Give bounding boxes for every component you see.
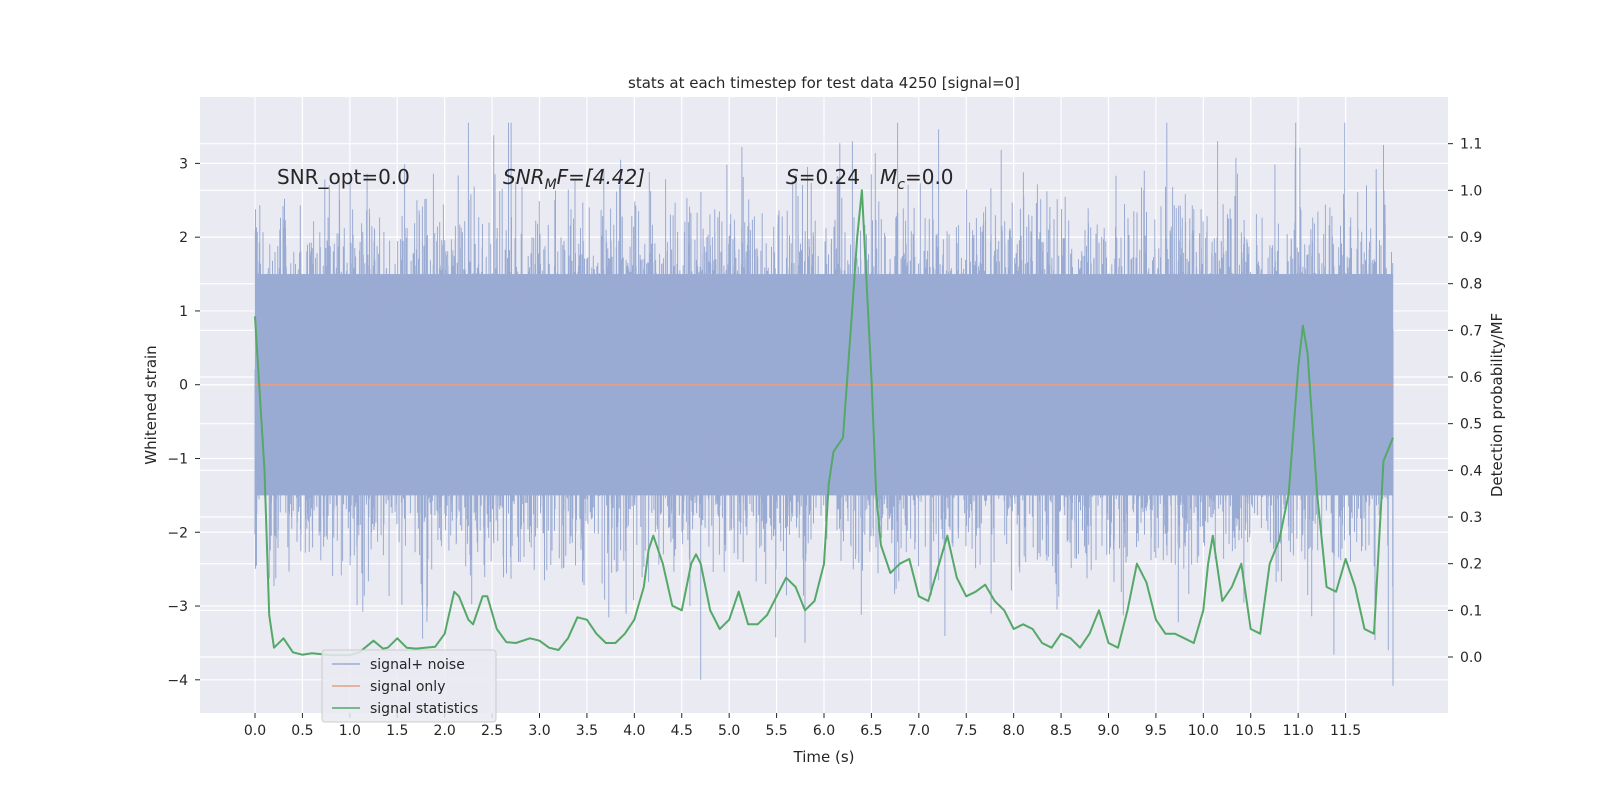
y-axis-label: Whitened strain bbox=[142, 345, 160, 464]
signal-statistics-line bbox=[254, 189, 1394, 657]
legend-label-signal-noise: signal+ noise bbox=[370, 657, 465, 673]
x-tick-label-15: 7.5 bbox=[955, 723, 977, 739]
x-tick-label-4: 2.0 bbox=[434, 723, 456, 739]
x-tick-label-2: 1.0 bbox=[339, 723, 361, 739]
x-tick-label-22: 11.0 bbox=[1283, 723, 1314, 739]
x-tick-label-8: 4.0 bbox=[623, 723, 645, 739]
y2-tick-label-10: 1.0 bbox=[1460, 183, 1482, 199]
legend-box bbox=[321, 649, 497, 723]
x-tick-label-0: 0.0 bbox=[244, 723, 266, 739]
annotation-s-stat: S=0.24 bbox=[786, 165, 860, 189]
x-tick-label-1: 0.5 bbox=[291, 723, 313, 739]
y2-tick-label-2: 0.2 bbox=[1460, 557, 1482, 573]
y-tick-label-3: −1 bbox=[167, 451, 188, 467]
y2-tick-label-1: 0.1 bbox=[1460, 603, 1482, 619]
x-tick-label-10: 5.0 bbox=[718, 723, 740, 739]
y2-tick-label-7: 0.7 bbox=[1460, 323, 1482, 339]
x-tick-label-21: 10.5 bbox=[1235, 723, 1266, 739]
legend-label-signal-statistics: signal statistics bbox=[370, 701, 478, 717]
y2-tick-label-4: 0.4 bbox=[1460, 463, 1482, 479]
y2-tick-label-5: 0.5 bbox=[1460, 417, 1482, 433]
y-tick-label-6: 2 bbox=[179, 230, 188, 246]
y2-tick-label-9: 0.9 bbox=[1460, 230, 1482, 246]
y-tick-label-1: −3 bbox=[167, 599, 188, 615]
x-tick-label-19: 9.5 bbox=[1145, 723, 1167, 739]
x-tick-label-23: 11.5 bbox=[1330, 723, 1361, 739]
y2-tick-label-8: 0.8 bbox=[1460, 277, 1482, 293]
annotation-snr-mf: SNRMF=[4.42] bbox=[503, 165, 645, 193]
y2-tick-label-3: 0.3 bbox=[1460, 510, 1482, 526]
legend-label-signal-only: signal only bbox=[370, 679, 445, 695]
noise-trace bbox=[254, 122, 1394, 686]
x-axis-ticks: 0.0 0.5 1.0 1.5 2.0 2.5 3.0 3.5 4.0 4.5 5.0 5.5 6.0 6… bbox=[244, 713, 1361, 739]
y2-axis-ticks: 0.0 0.1 0.2 0.3 0.4 0.5 0.6 0.7 0.8 0.9 1.0 1.1 bbox=[1448, 137, 1482, 666]
y-tick-label-5: 1 bbox=[179, 304, 188, 320]
series-signal-statistics bbox=[254, 189, 1394, 657]
legend: signal+ noise signal only signal statist… bbox=[321, 649, 497, 723]
chart-title: stats at each timestep for test data 425… bbox=[628, 74, 1020, 92]
x-tick-label-14: 7.0 bbox=[908, 723, 930, 739]
x-tick-label-20: 10.0 bbox=[1188, 723, 1219, 739]
x-tick-label-7: 3.5 bbox=[576, 723, 598, 739]
y-tick-label-2: −2 bbox=[167, 525, 188, 541]
x-tick-label-6: 3.0 bbox=[528, 723, 550, 739]
x-tick-label-18: 9.0 bbox=[1097, 723, 1119, 739]
annotation-mc: Mc=0.0 bbox=[880, 165, 954, 193]
y-tick-label-4: 0 bbox=[179, 378, 188, 394]
x-tick-label-17: 8.5 bbox=[1050, 723, 1072, 739]
x-tick-label-12: 6.0 bbox=[813, 723, 835, 739]
y2-tick-label-0: 0.0 bbox=[1460, 650, 1482, 666]
x-axis-label: Time (s) bbox=[793, 748, 855, 766]
x-tick-label-3: 1.5 bbox=[386, 723, 408, 739]
x-tick-label-5: 2.5 bbox=[481, 723, 503, 739]
y2-axis-label: Detection probability/MF bbox=[1488, 313, 1506, 497]
y2-tick-label-6: 0.6 bbox=[1460, 370, 1482, 386]
x-tick-label-16: 8.0 bbox=[1003, 723, 1025, 739]
y2-tick-label-11: 1.1 bbox=[1460, 137, 1482, 153]
annotation-snr-opt: SNR_opt=0.0 bbox=[277, 165, 410, 189]
x-tick-label-11: 5.5 bbox=[765, 723, 787, 739]
y-axis-ticks: −4 −3 −2 −1 0 1 2 3 bbox=[167, 156, 200, 689]
x-tick-label-13: 6.5 bbox=[860, 723, 882, 739]
y-tick-label-7: 3 bbox=[179, 156, 188, 172]
x-tick-label-9: 4.5 bbox=[671, 723, 693, 739]
y-tick-label-0: −4 bbox=[167, 673, 188, 689]
